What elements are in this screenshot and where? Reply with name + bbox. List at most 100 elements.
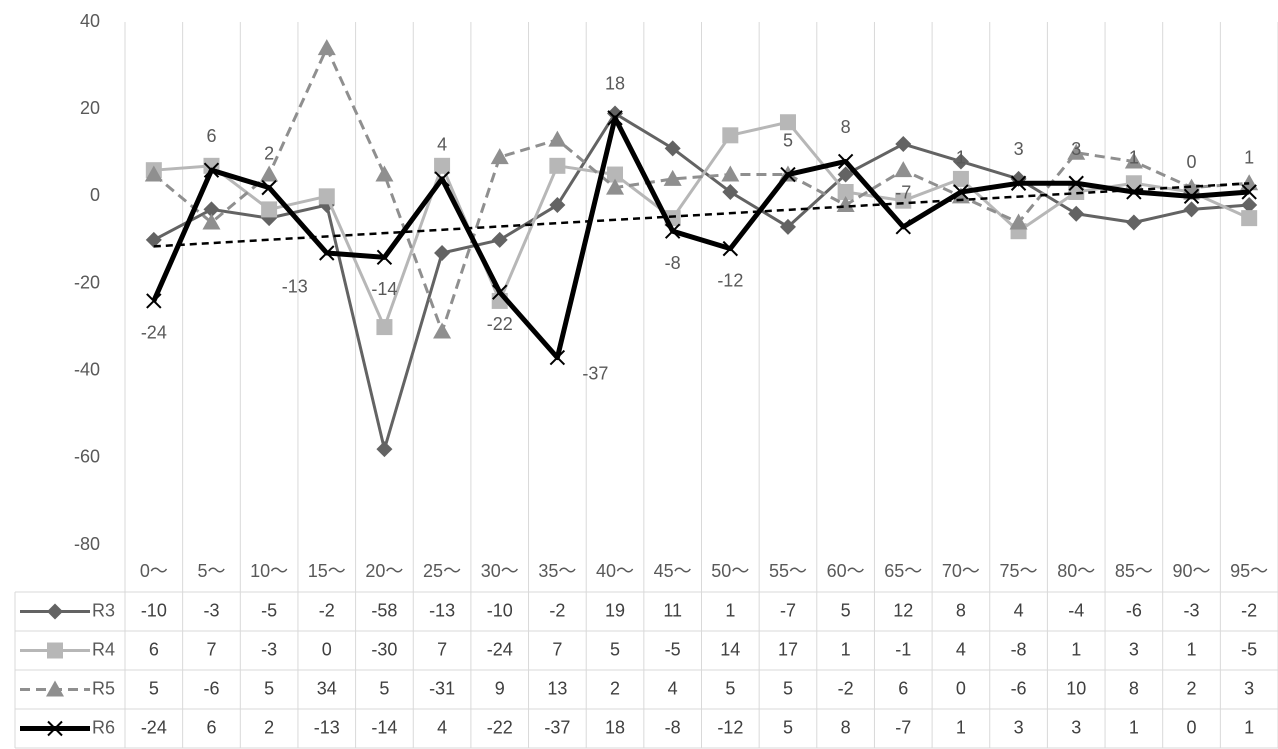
marker xyxy=(663,169,682,186)
marker xyxy=(375,165,394,182)
table-cell: 5 xyxy=(783,678,793,698)
table-cell: -5 xyxy=(261,600,277,620)
marker xyxy=(317,39,336,56)
data-label: -22 xyxy=(487,314,513,334)
data-label: 0 xyxy=(1187,152,1197,172)
data-label: 18 xyxy=(605,74,625,94)
marker xyxy=(144,165,163,182)
table-cell: -22 xyxy=(487,717,513,737)
table-cell: 1 xyxy=(1244,717,1254,737)
marker xyxy=(607,105,624,122)
table-cell: 13 xyxy=(547,678,567,698)
x-tick-label: 60〜 xyxy=(827,561,865,581)
table-cell: 19 xyxy=(605,600,625,620)
marker xyxy=(261,179,277,196)
table-cell: 17 xyxy=(778,639,798,659)
table-cell: -14 xyxy=(371,717,397,737)
marker xyxy=(722,183,739,200)
marker xyxy=(1241,184,1257,200)
table-cell: 6 xyxy=(149,639,159,659)
table-cell: 7 xyxy=(552,639,562,659)
marker xyxy=(722,240,739,257)
table-cell: 5 xyxy=(725,678,735,698)
legend-label: R6 xyxy=(92,717,115,737)
table-cell: 3 xyxy=(1244,678,1254,698)
table-cell: -13 xyxy=(314,717,340,737)
table-cell: -58 xyxy=(371,600,397,620)
table-cell: 2 xyxy=(610,678,620,698)
table-cell: 4 xyxy=(437,717,447,737)
table-cell: 5 xyxy=(783,717,793,737)
legend-key-marker xyxy=(47,720,63,737)
marker xyxy=(376,319,393,336)
marker xyxy=(780,166,796,183)
marker xyxy=(1241,210,1258,227)
table-cell: -8 xyxy=(1011,639,1027,659)
data-label: -13 xyxy=(282,277,308,297)
x-tick-label: 5〜 xyxy=(197,561,225,581)
y-tick-label: -40 xyxy=(74,359,100,379)
marker xyxy=(549,157,566,174)
data-label: 6 xyxy=(206,126,216,146)
table-cell: 14 xyxy=(720,639,740,659)
table-cell: -3 xyxy=(203,600,219,620)
table-cell: -2 xyxy=(319,600,335,620)
x-tick-label: 85〜 xyxy=(1115,561,1153,581)
table-cell: 3 xyxy=(1129,639,1139,659)
y-tick-label: 40 xyxy=(80,11,100,31)
table-cell: -24 xyxy=(141,717,167,737)
x-tick-label: 55〜 xyxy=(769,561,807,581)
marker xyxy=(1124,152,1143,169)
x-tick-label: 15〜 xyxy=(308,561,346,581)
marker xyxy=(434,157,451,174)
table-cell: 1 xyxy=(956,717,966,737)
marker xyxy=(722,127,739,144)
table-cell: -6 xyxy=(203,678,219,698)
table-cell: 2 xyxy=(264,717,274,737)
table-cell: -31 xyxy=(429,678,455,698)
table-cell: -30 xyxy=(371,639,397,659)
table-cell: 9 xyxy=(495,678,505,698)
x-tick-label: 65〜 xyxy=(884,561,922,581)
marker xyxy=(952,170,969,187)
table-cell: 34 xyxy=(317,678,337,698)
data-label: 4 xyxy=(437,135,447,155)
x-tick-label: 50〜 xyxy=(711,561,749,581)
marker xyxy=(261,201,278,218)
table-cell: -2 xyxy=(549,600,565,620)
marker xyxy=(434,244,451,261)
marker xyxy=(319,245,335,261)
table-cell: -13 xyxy=(429,600,455,620)
data-label: 1 xyxy=(956,148,966,168)
marker xyxy=(779,114,796,131)
marker xyxy=(894,161,913,178)
legend-label: R4 xyxy=(92,639,115,659)
data-label: -14 xyxy=(371,279,397,299)
table-cell: -5 xyxy=(665,639,681,659)
x-tick-label: 45〜 xyxy=(654,561,692,581)
table-cell: -10 xyxy=(141,600,167,620)
table-cell: -2 xyxy=(838,678,854,698)
marker xyxy=(549,197,566,214)
legend-key-marker xyxy=(46,680,64,697)
marker xyxy=(1183,188,1200,205)
trendline xyxy=(153,182,1250,248)
marker xyxy=(837,153,854,170)
x-tick-label: 0〜 xyxy=(140,561,168,581)
table-cell: -7 xyxy=(780,600,796,620)
table-cell: -37 xyxy=(544,717,570,737)
table-cell: 8 xyxy=(956,600,966,620)
table-cell: -6 xyxy=(1126,600,1142,620)
table-cell: 11 xyxy=(663,600,682,620)
data-label: 8 xyxy=(841,117,851,137)
table-cell: 4 xyxy=(668,678,678,698)
table-cell: 2 xyxy=(1187,678,1197,698)
marker xyxy=(895,219,911,235)
marker xyxy=(549,349,566,366)
table-cell: -2 xyxy=(1241,600,1257,620)
marker xyxy=(606,178,625,195)
marker xyxy=(664,223,681,239)
table-cell: 5 xyxy=(379,678,389,698)
table-cell: -1 xyxy=(895,639,911,659)
